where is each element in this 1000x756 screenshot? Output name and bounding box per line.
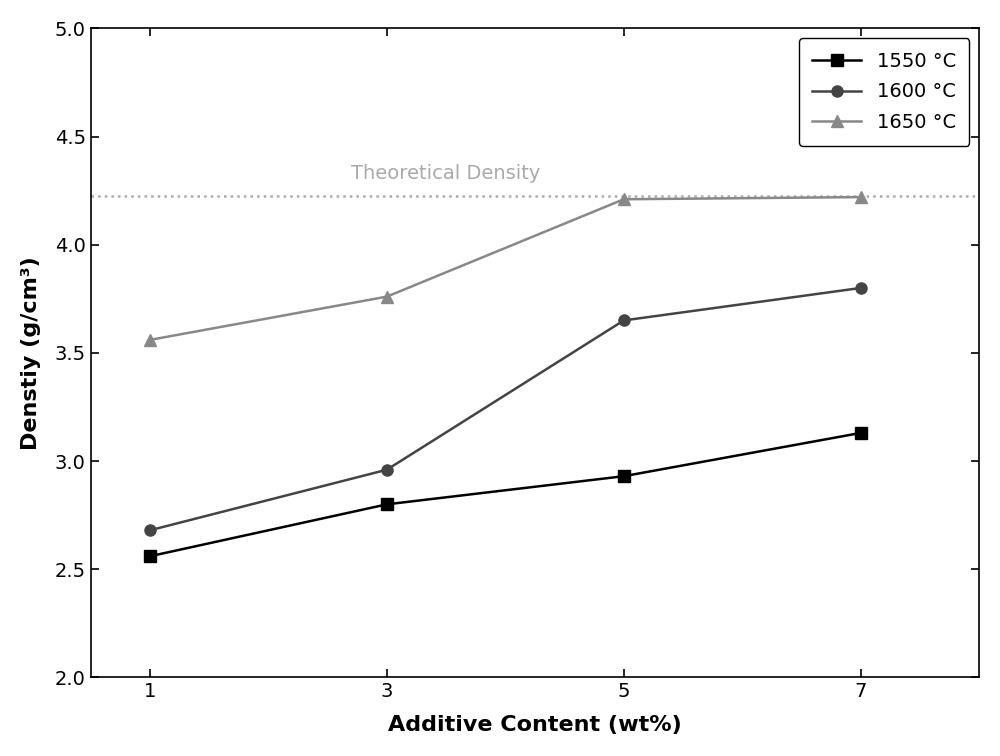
1650 °C (381, 292, 393, 301)
1600 °C (855, 284, 867, 293)
1600 °C (144, 525, 156, 534)
Legend: 1550 °C, 1600 °C, 1650 °C: 1550 °C, 1600 °C, 1650 °C (799, 38, 969, 146)
1600 °C (618, 316, 630, 325)
1550 °C (855, 429, 867, 438)
1550 °C (144, 552, 156, 561)
1550 °C (618, 472, 630, 481)
Text: Theoretical Density: Theoretical Density (351, 164, 541, 183)
Y-axis label: Denstiy (g/cm³): Denstiy (g/cm³) (21, 256, 41, 450)
X-axis label: Additive Content (wt%): Additive Content (wt%) (388, 715, 682, 735)
Line: 1650 °C: 1650 °C (144, 191, 866, 345)
1650 °C (144, 336, 156, 345)
Line: 1550 °C: 1550 °C (144, 427, 866, 562)
1600 °C (381, 465, 393, 474)
1650 °C (855, 193, 867, 202)
1650 °C (618, 195, 630, 204)
Line: 1600 °C: 1600 °C (144, 283, 866, 536)
1550 °C (381, 500, 393, 509)
